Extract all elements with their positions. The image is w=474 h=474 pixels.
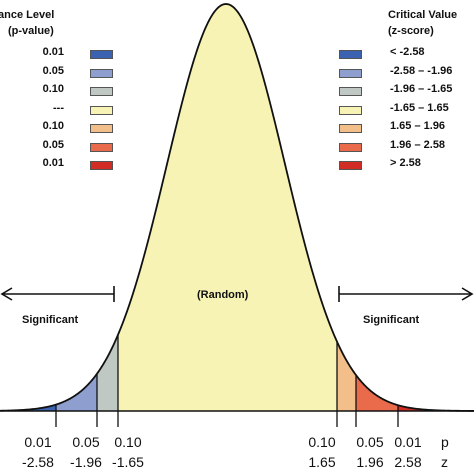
left-p-value-label: 0.05 <box>72 434 100 450</box>
right-legend-label: > 2.58 <box>390 157 421 169</box>
right-legend-label: -2.58 – -1.96 <box>390 64 453 77</box>
left-legend-swatch <box>90 68 113 78</box>
z-row-label: z <box>441 454 448 470</box>
right-p-value-label: 0.01 <box>394 434 422 450</box>
left-legend-swatch <box>90 124 113 133</box>
right-region-0.10 <box>337 341 356 411</box>
right-legend-swatch <box>339 161 362 170</box>
left-legend-subtitle: (p-value) <box>8 25 54 37</box>
left-legend-label: 0.10 <box>42 83 64 95</box>
right-region-0.05 <box>356 375 398 411</box>
left-z-score-label: -1.65 <box>112 454 144 470</box>
left-legend-label: 0.05 <box>42 138 64 151</box>
right-p-value-label: 0.10 <box>308 434 336 450</box>
right-legend-swatch <box>339 142 362 152</box>
left-arrow-head <box>0 287 13 301</box>
right-legend-label: 1.65 – 1.96 <box>390 120 446 132</box>
left-legend-label: --- <box>53 101 64 114</box>
right-z-score-label: 1.65 <box>308 454 336 470</box>
right-z-score-label: 1.96 <box>356 454 384 470</box>
right-legend-label: -1.65 – 1.65 <box>390 101 449 114</box>
random-label: (Random) <box>197 289 249 301</box>
left-legend-label: 0.01 <box>42 46 64 58</box>
left-p-value-label: 0.01 <box>24 434 52 450</box>
left-significant-label: Significant <box>22 314 79 326</box>
left-legend-label: 0.01 <box>42 157 64 169</box>
left-region-0.05 <box>56 373 97 411</box>
p-row-label: p <box>441 434 449 450</box>
left-p-value-label: 0.10 <box>114 434 142 450</box>
left-legend-swatch <box>90 87 113 96</box>
left-legend-swatch <box>90 142 113 152</box>
right-significant-label: Significant <box>363 314 420 326</box>
left-z-score-label: -1.96 <box>70 454 102 470</box>
right-legend-label: -1.96 – -1.65 <box>390 83 453 95</box>
left-legend-swatch <box>90 105 113 115</box>
left-legend-swatch <box>90 50 113 59</box>
left-legend-label: 0.05 <box>42 64 64 77</box>
right-legend-swatch <box>339 124 362 133</box>
right-legend-subtitle: (z-score) <box>388 25 434 37</box>
right-legend-swatch <box>339 68 362 78</box>
right-legend-label: < -2.58 <box>390 46 425 58</box>
right-z-score-label: 2.58 <box>394 454 422 470</box>
right-legend-swatch <box>339 105 362 115</box>
left-tail-region-0.01 <box>0 404 56 411</box>
left-legend-label: 0.10 <box>42 120 64 132</box>
random-center-region <box>118 4 337 411</box>
right-legend-swatch <box>339 87 362 96</box>
right-arrow-head <box>461 287 474 301</box>
left-legend-swatch <box>90 161 113 170</box>
right-legend-swatch <box>339 50 362 59</box>
right-legend-title: Critical Value <box>388 9 458 21</box>
bell-curve-outline <box>0 3 474 412</box>
left-region-0.10 <box>97 334 118 411</box>
right-p-value-label: 0.05 <box>356 434 384 450</box>
right-legend-label: 1.96 – 2.58 <box>390 138 446 151</box>
left-legend-title: ance Level <box>0 9 55 21</box>
left-z-score-label: -2.58 <box>22 454 54 470</box>
